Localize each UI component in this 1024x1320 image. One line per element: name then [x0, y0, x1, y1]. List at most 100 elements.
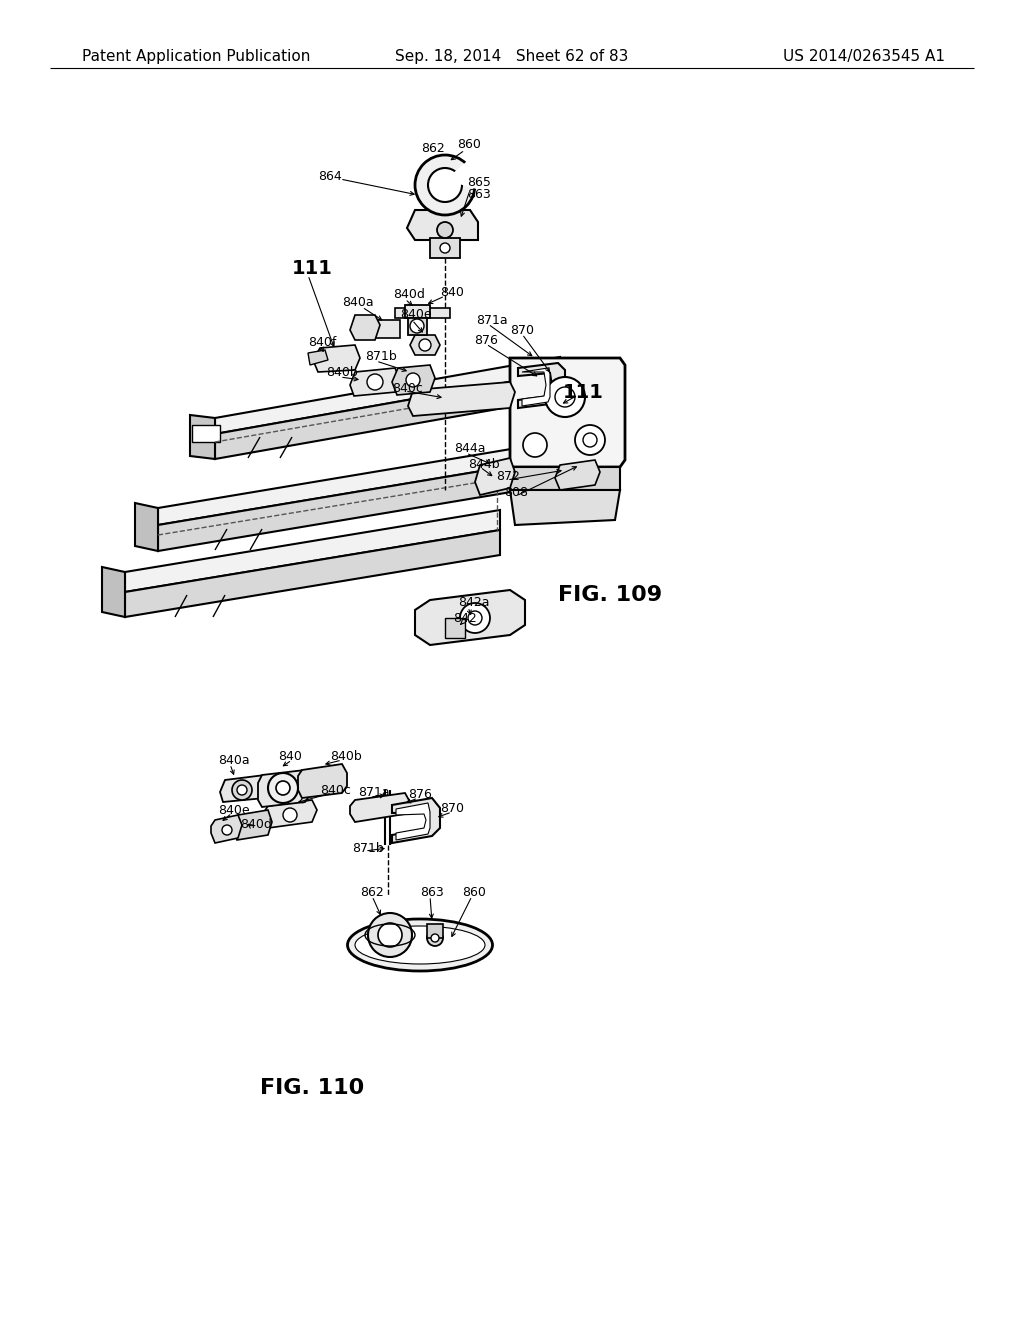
Polygon shape — [406, 305, 430, 318]
Circle shape — [575, 425, 605, 455]
Circle shape — [437, 222, 453, 238]
Circle shape — [419, 339, 431, 351]
Circle shape — [222, 825, 232, 836]
Circle shape — [427, 931, 443, 946]
Text: 840: 840 — [278, 750, 302, 763]
Text: 840d: 840d — [393, 289, 425, 301]
Polygon shape — [258, 770, 310, 807]
Text: 864: 864 — [318, 170, 342, 183]
Text: 844a: 844a — [454, 442, 485, 455]
Text: 860: 860 — [457, 137, 481, 150]
Polygon shape — [211, 814, 242, 843]
Polygon shape — [193, 425, 220, 442]
Text: 870: 870 — [510, 323, 534, 337]
Text: 840c: 840c — [319, 784, 351, 796]
Polygon shape — [125, 510, 500, 591]
Text: FIG. 110: FIG. 110 — [260, 1078, 365, 1098]
Circle shape — [406, 374, 420, 387]
Text: 111: 111 — [292, 259, 333, 277]
Polygon shape — [475, 458, 515, 495]
Polygon shape — [392, 366, 435, 395]
Circle shape — [237, 785, 247, 795]
Text: 840e: 840e — [218, 804, 250, 817]
Circle shape — [232, 780, 252, 800]
Polygon shape — [264, 800, 317, 828]
Circle shape — [583, 433, 597, 447]
Text: 842: 842 — [453, 611, 477, 624]
Circle shape — [428, 168, 462, 202]
Circle shape — [367, 374, 383, 389]
Text: 808: 808 — [504, 486, 528, 499]
Polygon shape — [518, 363, 565, 408]
Text: 840b: 840b — [326, 367, 357, 380]
Text: 871a: 871a — [476, 314, 508, 326]
Polygon shape — [313, 345, 360, 372]
Text: 840f: 840f — [308, 335, 336, 348]
Polygon shape — [510, 467, 620, 490]
Ellipse shape — [347, 919, 493, 972]
Text: 842a: 842a — [458, 597, 489, 610]
Polygon shape — [125, 531, 500, 616]
Polygon shape — [522, 368, 550, 407]
Text: 876: 876 — [474, 334, 498, 346]
Ellipse shape — [355, 927, 485, 964]
Text: FIG. 109: FIG. 109 — [558, 585, 663, 605]
Polygon shape — [308, 350, 328, 366]
Polygon shape — [370, 319, 400, 338]
Polygon shape — [350, 368, 400, 396]
Text: 111: 111 — [563, 383, 604, 401]
Polygon shape — [408, 318, 427, 335]
Polygon shape — [158, 445, 535, 525]
Text: 863: 863 — [420, 887, 443, 899]
Text: 871a: 871a — [358, 787, 389, 800]
Text: 865: 865 — [467, 177, 490, 190]
Text: 840a: 840a — [218, 754, 250, 767]
Text: 871b: 871b — [352, 842, 384, 854]
Circle shape — [368, 913, 412, 957]
Polygon shape — [215, 374, 560, 459]
Text: Patent Application Publication: Patent Application Publication — [82, 49, 310, 63]
Polygon shape — [135, 503, 158, 550]
Polygon shape — [215, 356, 560, 434]
Text: 840d: 840d — [240, 817, 272, 830]
Circle shape — [378, 923, 402, 946]
Polygon shape — [350, 793, 410, 822]
Text: 840b: 840b — [330, 750, 361, 763]
Polygon shape — [407, 210, 478, 240]
Text: 860: 860 — [462, 887, 485, 899]
Polygon shape — [445, 618, 465, 638]
Text: 876: 876 — [408, 788, 432, 801]
Polygon shape — [392, 799, 440, 843]
Circle shape — [276, 781, 290, 795]
Polygon shape — [395, 308, 450, 318]
Polygon shape — [102, 568, 125, 616]
Circle shape — [440, 243, 450, 253]
Circle shape — [523, 433, 547, 457]
Circle shape — [555, 387, 575, 407]
Polygon shape — [430, 238, 460, 257]
Circle shape — [283, 808, 297, 822]
Text: 840e: 840e — [400, 309, 432, 322]
Text: 840a: 840a — [342, 297, 374, 309]
Text: 840c: 840c — [392, 381, 423, 395]
Text: 871b: 871b — [365, 351, 396, 363]
Circle shape — [468, 611, 482, 624]
Circle shape — [431, 935, 439, 942]
Text: 863: 863 — [467, 189, 490, 202]
Polygon shape — [350, 315, 380, 341]
Polygon shape — [427, 924, 443, 939]
Polygon shape — [408, 381, 515, 416]
Circle shape — [410, 319, 424, 333]
Polygon shape — [190, 414, 215, 459]
Polygon shape — [410, 335, 440, 355]
Circle shape — [460, 603, 490, 634]
Text: 862: 862 — [360, 887, 384, 899]
Polygon shape — [510, 358, 625, 467]
Circle shape — [415, 154, 475, 215]
Text: US 2014/0263545 A1: US 2014/0263545 A1 — [783, 49, 945, 63]
Text: 844b: 844b — [468, 458, 500, 470]
Text: 840: 840 — [440, 285, 464, 298]
Text: Sep. 18, 2014   Sheet 62 of 83: Sep. 18, 2014 Sheet 62 of 83 — [395, 49, 629, 63]
Polygon shape — [510, 490, 620, 525]
Polygon shape — [298, 764, 347, 799]
